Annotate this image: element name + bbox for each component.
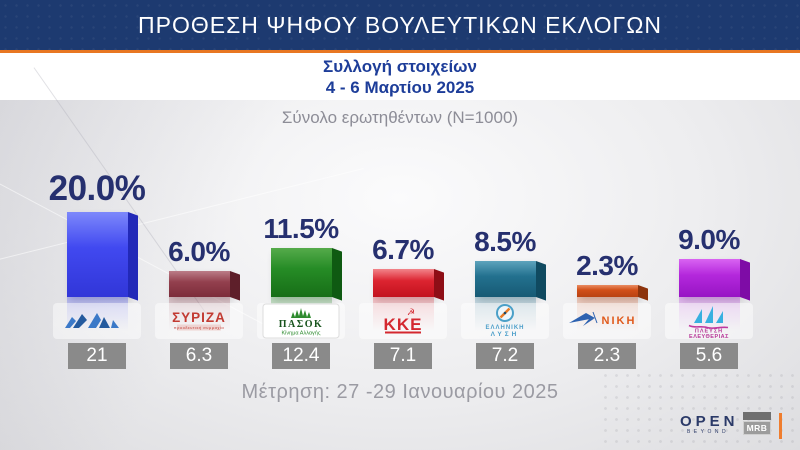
page-title: ΠΡΟΘΕΣΗ ΨΗΦΟΥ ΒΟΥΛΕΥΤΙΚΩΝ ΕΚΛΟΓΩΝ <box>138 11 662 38</box>
open-channel-logo: OPEN BEYOND <box>680 413 739 436</box>
bar-footer: ΠΛΕΥΣΗ ΕΛΕΥΘΕΡΙΑΣ 5.6 <box>658 297 760 369</box>
title-bar: ΠΡΟΘΕΣΗ ΨΗΦΟΥ ΒΟΥΛΕΥΤΙΚΩΝ ΕΚΛΟΓΩΝ <box>0 0 800 50</box>
kke-logo-icon: ☭ ΚΚΕ <box>384 308 423 334</box>
bar-footer: ☭ ΚΚΕ 7.1 <box>352 297 454 369</box>
background-dots <box>600 370 800 450</box>
previous-measurement-note: Μέτρηση: 27 -29 Ιανουαρίου 2025 <box>241 381 559 403</box>
syriza-logo-icon: ΣΥΡΙΖΑ προοδευτική συμμαχία <box>172 310 226 331</box>
previous-value-box: 7.2 <box>476 343 534 369</box>
party-column-ellysi: 8.5% ΕΛΛΗΝΙΚΗ ΛΥΣΗ 7.2 <box>454 100 556 369</box>
bar-side-face <box>127 212 138 301</box>
bar-footer: ΕΛΛΗΝΙΚΗ ΛΥΣΗ 7.2 <box>454 297 556 369</box>
svg-text:Κίνημα Αλλαγής: Κίνημα Αλλαγής <box>282 330 321 337</box>
party-logo: ΠΛΕΥΣΗ ΕΛΕΥΘΕΡΙΑΣ <box>665 303 753 339</box>
bar-side-face <box>433 269 444 301</box>
percent-label: 20.0% <box>48 169 146 208</box>
party-logo: ΝΙΚΗ <box>563 303 651 339</box>
percent-label: 6.7% <box>372 234 434 265</box>
party-logo: ☭ ΚΚΕ <box>359 303 447 339</box>
percent-label: 9.0% <box>678 224 740 255</box>
previous-value-box: 5.6 <box>680 343 738 369</box>
previous-value-box: 7.1 <box>374 343 432 369</box>
bar-reflection <box>372 297 434 337</box>
party-logo: ΕΛΛΗΝΙΚΗ ΛΥΣΗ <box>461 303 549 339</box>
svg-text:προοδευτική συμμαχία: προοδευτική συμμαχία <box>174 325 225 330</box>
bar-3d <box>168 271 240 301</box>
previous-value-box: 2.3 <box>578 343 636 369</box>
percent-label: 11.5% <box>263 213 339 244</box>
svg-text:ΚΚΕ: ΚΚΕ <box>384 315 423 334</box>
party-column-pasok: 11.5% ΠΑΣΟΚ Κίνημα Αλλαγής 12.4 <box>250 100 352 369</box>
subtitle-block: Συλλογή στοιχείων 4 - 6 Μαρτίου 2025 <box>0 53 800 100</box>
party-column-kke: 6.7% ☭ ΚΚΕ 7.1 <box>352 100 454 369</box>
previous-value-box: 12.4 <box>272 343 330 369</box>
percent-label: 8.5% <box>474 226 536 257</box>
svg-text:ΕΛΕΥΘΕΡΙΑΣ: ΕΛΕΥΘΕΡΙΑΣ <box>689 334 729 339</box>
svg-text:ΠΛΕΥΣΗ: ΠΛΕΥΣΗ <box>695 329 723 335</box>
party-column-syriza: 6.0% ΣΥΡΙΖΑ προοδευτική συμμαχία 6.3 <box>148 100 250 369</box>
svg-text:ΕΛΛΗΝΙΚΗ: ΕΛΛΗΝΙΚΗ <box>485 325 524 331</box>
percent-label: 2.3% <box>576 250 638 281</box>
party-column-niki: 2.3% ΝΙΚΗ 2.3 <box>556 100 658 369</box>
bar-side-face <box>739 259 750 301</box>
subtitle-line2: 4 - 6 Μαρτίου 2025 <box>325 77 475 97</box>
bar-side-face <box>535 261 546 301</box>
open-logo-subtext: BEYOND <box>686 429 730 435</box>
party-column-plefsi: 9.0% ΠΛΕΥΣΗ ΕΛΕΥΘΕΡΙΑΣ 5.6 <box>658 100 760 369</box>
nd-logo-icon <box>65 313 119 328</box>
party-logo: ΣΥΡΙΖΑ προοδευτική συμμαχία <box>155 303 243 339</box>
chart-stage: Σύνολο ερωτηθέντων (N=1000) 20.0% 21 6.0… <box>0 67 800 450</box>
percent-label: 6.0% <box>168 236 230 267</box>
mrb-logo-text: MRB <box>743 421 771 435</box>
plefsi-eleftherias-logo-icon: ΠΛΕΥΣΗ ΕΛΕΥΘΕΡΙΑΣ <box>688 306 729 339</box>
bar-footer: ΠΑΣΟΚ Κίνημα Αλλαγής 12.4 <box>250 297 352 369</box>
poll-bar-chart: 20.0% 21 6.0% ΣΥΡΙΖΑ προοδευτική συμμαχί… <box>46 100 760 369</box>
open-logo-text: OPEN <box>680 413 739 430</box>
bar-footer: 21 <box>46 297 148 369</box>
bar-side-face <box>331 248 342 301</box>
bar-3d <box>66 212 138 301</box>
bar-3d <box>372 269 444 301</box>
party-logo <box>53 303 141 339</box>
previous-value-box: 21 <box>68 343 126 369</box>
subtitle-line1: Συλλογή στοιχείων <box>323 56 477 76</box>
previous-value-box: 6.3 <box>170 343 228 369</box>
svg-text:ΠΑΣΟΚ: ΠΑΣΟΚ <box>279 319 324 330</box>
party-logo: ΠΑΣΟΚ Κίνημα Αλλαγής <box>257 303 345 339</box>
bar-footer: ΝΙΚΗ 2.3 <box>556 297 658 369</box>
svg-text:ΝΙΚΗ: ΝΙΚΗ <box>602 315 637 327</box>
sample-size-note: Σύνολο ερωτηθέντων (N=1000) <box>281 108 519 127</box>
bar-3d <box>270 248 342 301</box>
mrb-agency-logo: MRB <box>743 412 771 435</box>
svg-text:ΛΥΣΗ: ΛΥΣΗ <box>491 331 520 338</box>
svg-text:☭: ☭ <box>407 308 415 318</box>
bar-footer: ΣΥΡΙΖΑ προοδευτική συμμαχία 6.3 <box>148 297 250 369</box>
svg-text:ΣΥΡΙΖΑ: ΣΥΡΙΖΑ <box>172 310 226 325</box>
mrb-logo-bar <box>743 412 771 420</box>
bar-3d <box>576 285 648 301</box>
bar-3d <box>678 259 750 301</box>
accent-divider <box>0 50 800 53</box>
orange-brand-mark <box>779 413 782 439</box>
bar-3d <box>474 261 546 301</box>
pasok-logo-icon: ΠΑΣΟΚ Κίνημα Αλλαγής <box>262 303 340 339</box>
party-column-nd: 20.0% 21 <box>46 100 148 369</box>
niki-logo-icon: ΝΙΚΗ <box>569 311 637 327</box>
elliniki-lysi-logo-icon: ΕΛΛΗΝΙΚΗ ΛΥΣΗ <box>485 304 524 338</box>
